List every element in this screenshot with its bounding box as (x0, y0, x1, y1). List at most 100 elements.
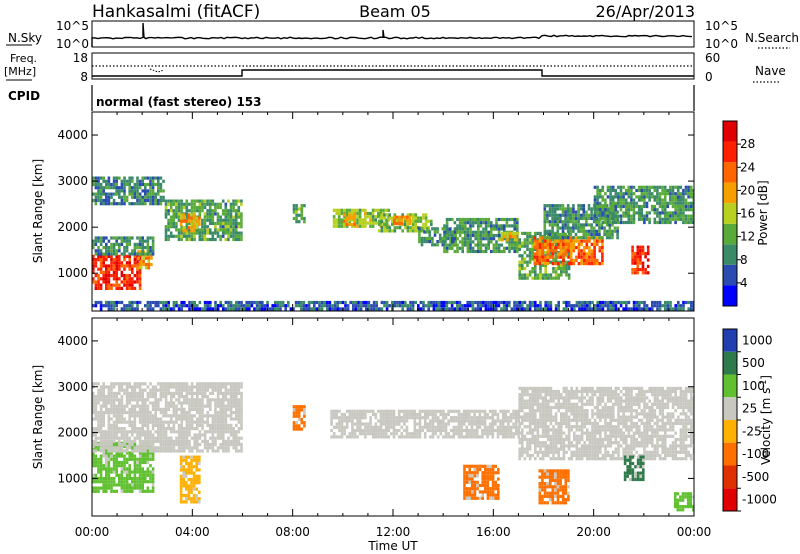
data-cell (245, 304, 248, 308)
data-cell (188, 420, 191, 424)
data-cell (444, 432, 448, 436)
data-cell (221, 212, 225, 216)
data-cell (420, 227, 424, 231)
data-cell (141, 489, 144, 493)
data-cell (105, 464, 108, 468)
data-cell (444, 416, 448, 420)
data-cell (159, 427, 163, 431)
data-cell (99, 300, 103, 305)
data-cell (128, 398, 131, 402)
data-cell (526, 273, 529, 277)
data-cell (123, 483, 126, 487)
data-cell (490, 240, 493, 244)
data-cell (179, 490, 183, 494)
data-cell (167, 407, 170, 411)
data-cell (240, 436, 243, 440)
data-cell (354, 307, 358, 311)
data-cell (590, 258, 594, 262)
data-cell (190, 202, 194, 206)
data-cell (149, 246, 152, 250)
data-cell (692, 192, 694, 196)
data-cell (105, 242, 108, 246)
data-cell (585, 210, 588, 214)
data-cell (637, 214, 641, 218)
data-cell (227, 234, 230, 238)
data-cell (229, 433, 233, 437)
data-cell (105, 202, 108, 206)
data-cell (292, 424, 296, 428)
data-cell (192, 474, 196, 478)
data-cell (303, 204, 306, 208)
data-cell (224, 391, 228, 395)
data-cell (692, 195, 694, 199)
data-cell (216, 212, 220, 216)
data-cell (131, 451, 134, 455)
data-cell (492, 237, 496, 241)
data-cell (227, 231, 230, 235)
data-cell (164, 307, 168, 311)
data-cell (627, 188, 631, 193)
data-cell (133, 195, 137, 199)
data-cell (149, 382, 152, 386)
data-cell (593, 307, 597, 311)
data-cell (141, 476, 144, 481)
data-cell (219, 401, 222, 405)
data-cell (185, 199, 189, 203)
data-cell (237, 449, 241, 453)
data-cell (237, 443, 241, 447)
data-cell (187, 226, 191, 230)
data-cell (416, 432, 419, 436)
data-cell (185, 411, 189, 415)
data-cell (627, 307, 631, 311)
data-cell (364, 208, 367, 212)
data-cell (408, 432, 411, 436)
data-cell (185, 205, 189, 210)
data-cell (154, 420, 157, 424)
data-cell (169, 199, 173, 203)
data-cell (209, 427, 212, 431)
freq-tick-bottom: 8 (80, 70, 88, 84)
data-cell (441, 227, 445, 231)
data-cell (227, 414, 230, 418)
data-cell (128, 274, 131, 278)
data-cell (405, 416, 409, 420)
data-cell (224, 202, 228, 206)
data-cell (385, 229, 389, 233)
data-cell (356, 428, 359, 433)
data-cell (206, 199, 209, 203)
data-cell (477, 217, 480, 222)
data-cell (669, 201, 672, 205)
data-cell (118, 246, 121, 250)
data-cell (632, 217, 636, 221)
data-cell (406, 213, 410, 217)
data-cell (131, 277, 134, 281)
data-cell (97, 254, 100, 258)
data-cell (543, 258, 547, 262)
data-cell (593, 185, 597, 189)
data-cell (516, 221, 519, 225)
data-cell (556, 220, 560, 224)
data-cell (229, 417, 233, 421)
data-cell (416, 412, 419, 417)
data-cell (447, 435, 450, 439)
data-cell (112, 304, 116, 308)
data-cell (397, 416, 401, 420)
data-cell (128, 239, 131, 243)
data-cell (162, 430, 165, 434)
data-cell (663, 220, 667, 225)
data-cell (203, 237, 207, 242)
data-cell (614, 307, 618, 311)
data-cell (141, 249, 144, 253)
data-cell (162, 420, 165, 424)
data-cell (687, 214, 690, 218)
data-cell (206, 411, 209, 415)
data-cell (138, 420, 142, 424)
data-cell (146, 252, 150, 256)
data-cell (372, 300, 376, 305)
data-cell (107, 430, 111, 434)
data-cell (115, 457, 118, 461)
data-cell (193, 401, 196, 405)
data-cell (164, 237, 168, 242)
data-cell (172, 411, 176, 415)
data-cell (656, 185, 659, 189)
